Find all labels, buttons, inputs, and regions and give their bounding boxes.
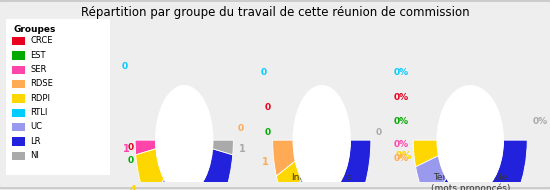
Text: 0: 0	[265, 128, 271, 137]
Wedge shape	[416, 156, 447, 190]
Text: 0%: 0%	[393, 93, 408, 102]
Bar	[12, 137, 25, 146]
Bar	[12, 152, 25, 160]
Text: UC: UC	[31, 122, 42, 131]
Text: 0: 0	[238, 124, 244, 133]
Text: SER: SER	[31, 65, 47, 74]
Text: 4: 4	[129, 185, 136, 190]
Text: 1: 1	[262, 157, 268, 167]
Text: 0%: 0%	[393, 154, 408, 163]
Text: RDSE: RDSE	[31, 79, 53, 88]
Text: Interventions: Interventions	[292, 173, 352, 182]
Text: 1: 1	[123, 144, 130, 154]
Bar	[12, 37, 25, 45]
Wedge shape	[169, 149, 233, 190]
Text: 0%: 0%	[532, 117, 547, 126]
Wedge shape	[273, 140, 295, 176]
Text: Répartition par groupe du travail de cette réunion de commission: Répartition par groupe du travail de cet…	[81, 6, 469, 19]
Text: 0: 0	[127, 143, 133, 152]
Text: EST: EST	[31, 51, 46, 60]
Text: 1: 1	[239, 144, 245, 154]
Text: LR: LR	[31, 137, 41, 146]
Wedge shape	[413, 140, 438, 167]
Bar	[12, 123, 25, 131]
FancyBboxPatch shape	[3, 16, 112, 178]
Text: Temps de parole
(mots prononcés): Temps de parole (mots prononcés)	[431, 173, 510, 190]
Text: Présents: Présents	[165, 173, 204, 182]
Bar	[12, 109, 25, 117]
Wedge shape	[277, 161, 301, 190]
Circle shape	[437, 86, 503, 190]
Wedge shape	[135, 140, 156, 155]
Text: 0: 0	[265, 103, 271, 112]
Text: RDPI: RDPI	[31, 94, 51, 103]
Text: 0%: 0%	[393, 68, 408, 77]
Circle shape	[156, 86, 213, 190]
Text: CRCE: CRCE	[31, 36, 53, 45]
Bar	[12, 66, 25, 74]
Circle shape	[293, 86, 350, 190]
Wedge shape	[287, 179, 311, 190]
Wedge shape	[430, 140, 527, 190]
Wedge shape	[150, 179, 175, 190]
Text: 0: 0	[375, 128, 381, 137]
Bar	[12, 94, 25, 103]
Text: 0: 0	[261, 68, 267, 77]
Text: 0: 0	[127, 156, 133, 165]
Text: RTLI: RTLI	[31, 108, 48, 117]
Text: 0: 0	[122, 63, 128, 71]
Bar	[12, 51, 25, 59]
Text: 0%: 0%	[393, 117, 408, 126]
Text: 9%: 9%	[395, 151, 412, 161]
Bar	[12, 80, 25, 88]
Wedge shape	[136, 149, 164, 190]
Wedge shape	[212, 140, 233, 155]
Text: NI: NI	[31, 151, 40, 160]
Text: Groupes: Groupes	[14, 25, 56, 34]
Text: 0%: 0%	[393, 140, 408, 149]
Wedge shape	[303, 140, 371, 190]
